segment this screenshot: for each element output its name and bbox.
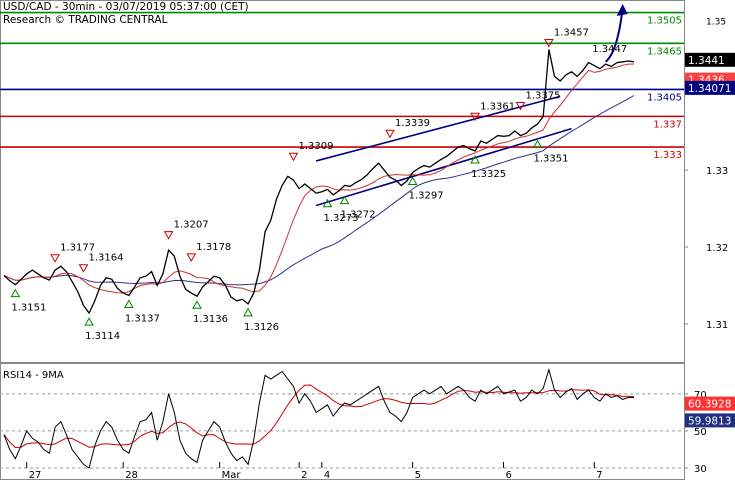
level-label: 1.3465 xyxy=(647,46,682,57)
swing-low-marker xyxy=(339,195,350,205)
swing-low-marker xyxy=(407,176,418,185)
rsi-panel-frame xyxy=(0,363,685,480)
swing-high-label: 1.3457 xyxy=(554,28,589,39)
price-tag-box-pivot xyxy=(685,80,735,95)
swing-high-label: 1.3375 xyxy=(525,91,560,102)
x-tick-label: 5 xyxy=(415,470,421,480)
swing-low-marker xyxy=(322,198,333,208)
rsi-tag-box-rsi xyxy=(685,413,735,428)
swing-high-marker xyxy=(544,39,554,48)
rsi-tag-label-rsi: 59.9813 xyxy=(688,415,731,427)
swing-low-label: 1.3126 xyxy=(244,322,279,333)
y-tick-label: 1.31 xyxy=(706,320,728,331)
swing-high-label: 1.3177 xyxy=(60,243,95,254)
x-tick-label: 2 xyxy=(301,470,307,480)
rsi-tick-label: 30 xyxy=(694,464,707,475)
price-line xyxy=(3,49,635,315)
channel-line-upper xyxy=(315,95,561,162)
swing-high-label: 1.3207 xyxy=(174,220,209,231)
swing-low-marker xyxy=(10,288,21,298)
rsi-line xyxy=(3,367,634,469)
price-tag-label-last_price: 1.3441 xyxy=(688,55,725,67)
swing-high-marker xyxy=(515,102,526,111)
y-tick-label: 1.33 xyxy=(706,166,728,177)
swing-low-label: 1.3136 xyxy=(193,314,228,325)
swing-low-marker xyxy=(470,154,480,164)
swing-low-label: 1.3272 xyxy=(341,210,376,221)
swing-high-marker xyxy=(288,152,299,162)
rsi-tick-label: 70 xyxy=(694,390,707,401)
swing-low-label: 1.3151 xyxy=(11,303,46,314)
swing-high-marker xyxy=(163,231,174,240)
x-tick-label: 27 xyxy=(29,470,42,480)
swing-low-marker xyxy=(243,307,253,317)
price-tag-box-last_price xyxy=(685,52,735,67)
swing-high-marker xyxy=(470,112,480,122)
price-tag-label-pivot: 1.34071 xyxy=(688,83,731,95)
swing-low-label: 1.3351 xyxy=(534,154,569,165)
rsi-tag-box-rsi_ma xyxy=(685,396,735,411)
swing-high-marker xyxy=(78,264,89,273)
swing-low-marker xyxy=(192,300,202,309)
swing-low-marker xyxy=(84,317,94,326)
level-label: 1.3405 xyxy=(647,92,682,103)
rsi-ma-line xyxy=(3,384,635,449)
price-panel-frame xyxy=(0,0,685,363)
x-tick-label: Mar xyxy=(222,470,242,480)
rsi-tag-label-rsi_ma: 60.3928 xyxy=(688,399,731,411)
channel-line-lower xyxy=(315,127,572,207)
swing-low-label: 1.3273 xyxy=(324,213,359,224)
swing-high-label: 1.3361 xyxy=(480,101,515,112)
target-arrow-head xyxy=(616,4,628,16)
swing-high-label: 1.3164 xyxy=(88,253,123,264)
rsi-tick-label: 50 xyxy=(694,427,707,438)
chart-header-title: USD/CAD - 30min - 03/07/2019 05:37:00 (C… xyxy=(3,1,249,13)
ma-slow-line xyxy=(3,95,635,286)
swing-high-marker xyxy=(385,129,395,139)
level-label: 1.3505 xyxy=(647,16,682,27)
x-tick-label: 6 xyxy=(505,470,511,480)
swing-high-label: 1.3178 xyxy=(196,242,231,253)
swing-high-marker xyxy=(50,254,60,263)
swing-high-label: 1.3339 xyxy=(395,118,430,129)
x-tick-label: 28 xyxy=(125,470,138,480)
swing-low-label: 1.3325 xyxy=(471,169,506,180)
y-tick-label: 1.32 xyxy=(706,243,728,254)
rsi-title: RSI14 - 9MA xyxy=(3,370,64,381)
swing-low-label: 1.3137 xyxy=(125,313,160,324)
ma-fast-line xyxy=(3,63,635,294)
swing-low-marker xyxy=(124,299,134,308)
swing-low-label: 1.3114 xyxy=(85,331,120,342)
y-tick-label-partial: 1.35 xyxy=(706,17,726,27)
swing-low-marker xyxy=(532,139,543,149)
price-label: 1.3447 xyxy=(592,44,627,55)
level-label: 1.333 xyxy=(653,150,682,161)
swing-low-label: 1.3297 xyxy=(409,190,444,201)
swing-high-label: 1.3309 xyxy=(298,141,333,152)
swing-high-marker xyxy=(186,253,197,262)
x-tick-label: 7 xyxy=(596,470,602,480)
chart-header-source: Research © TRADING CENTRAL xyxy=(3,14,168,26)
x-tick-label: 4 xyxy=(324,470,330,480)
level-label: 1.337 xyxy=(653,119,682,130)
